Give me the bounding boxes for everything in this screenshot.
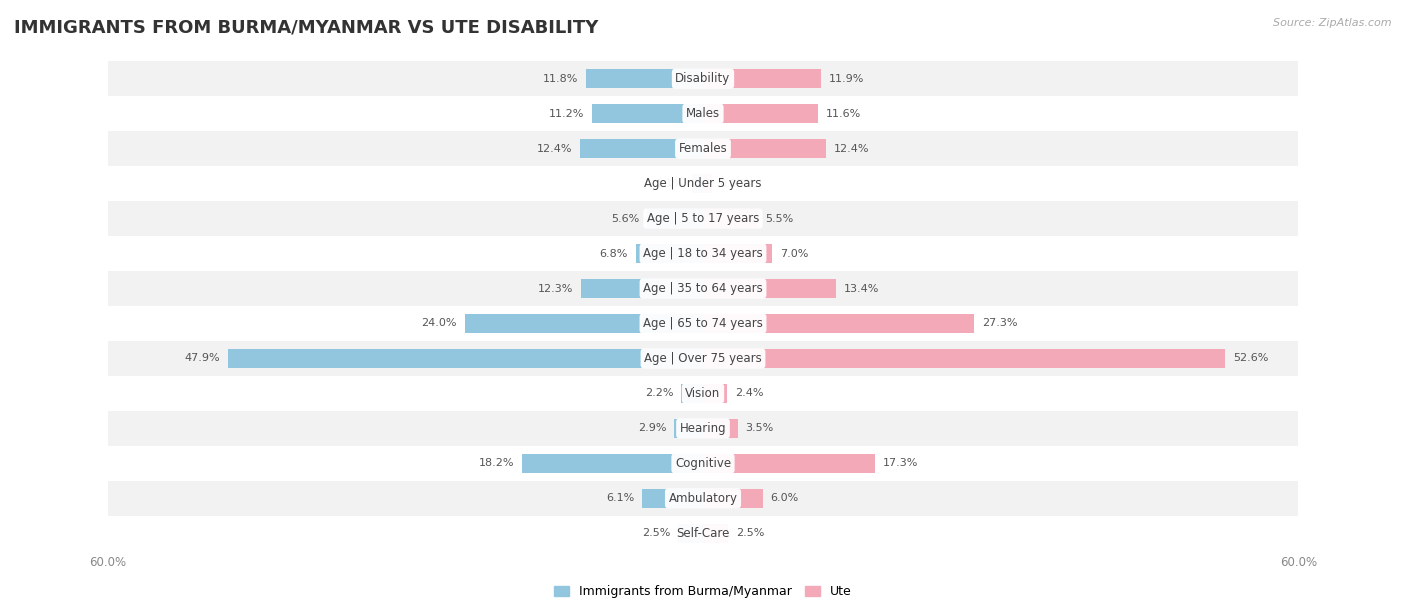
Text: Age | 35 to 64 years: Age | 35 to 64 years [643, 282, 763, 295]
Bar [681, 384, 703, 403]
Bar [675, 419, 703, 438]
Text: 6.1%: 6.1% [606, 493, 634, 503]
Bar [703, 489, 762, 508]
Bar [703, 314, 974, 333]
Text: Age | 65 to 74 years: Age | 65 to 74 years [643, 317, 763, 330]
Text: 5.6%: 5.6% [612, 214, 640, 223]
Bar [592, 104, 703, 123]
Text: 2.5%: 2.5% [643, 528, 671, 539]
Text: 6.0%: 6.0% [770, 493, 799, 503]
Text: 2.5%: 2.5% [735, 528, 763, 539]
Bar [636, 244, 703, 263]
Bar [107, 376, 1299, 411]
Bar [703, 453, 875, 473]
Text: Males: Males [686, 107, 720, 120]
Bar [703, 104, 818, 123]
Text: Self-Care: Self-Care [676, 527, 730, 540]
Text: IMMIGRANTS FROM BURMA/MYANMAR VS UTE DISABILITY: IMMIGRANTS FROM BURMA/MYANMAR VS UTE DIS… [14, 18, 599, 36]
Text: Hearing: Hearing [679, 422, 727, 435]
Text: 12.4%: 12.4% [537, 144, 572, 154]
Text: 11.9%: 11.9% [830, 73, 865, 84]
Text: Age | Over 75 years: Age | Over 75 years [644, 352, 762, 365]
Bar [703, 384, 727, 403]
Bar [692, 174, 703, 193]
Bar [107, 341, 1299, 376]
Bar [703, 69, 821, 88]
Text: 12.3%: 12.3% [537, 283, 574, 294]
Text: 7.0%: 7.0% [780, 248, 808, 258]
Text: 13.4%: 13.4% [844, 283, 879, 294]
Bar [579, 139, 703, 159]
Text: 12.4%: 12.4% [834, 144, 869, 154]
Bar [647, 209, 703, 228]
Text: Cognitive: Cognitive [675, 457, 731, 470]
Text: Age | 18 to 34 years: Age | 18 to 34 years [643, 247, 763, 260]
Text: 2.4%: 2.4% [735, 389, 763, 398]
Text: 6.8%: 6.8% [599, 248, 627, 258]
Text: Ambulatory: Ambulatory [668, 492, 738, 505]
Bar [703, 349, 1225, 368]
Bar [703, 139, 827, 159]
Bar [107, 306, 1299, 341]
Bar [586, 69, 703, 88]
Bar [107, 201, 1299, 236]
Text: 1.1%: 1.1% [655, 179, 685, 188]
Text: Vision: Vision [685, 387, 721, 400]
Text: 3.5%: 3.5% [745, 424, 773, 433]
Bar [643, 489, 703, 508]
Text: 11.2%: 11.2% [548, 109, 583, 119]
Bar [228, 349, 703, 368]
Legend: Immigrants from Burma/Myanmar, Ute: Immigrants from Burma/Myanmar, Ute [550, 580, 856, 603]
Text: 47.9%: 47.9% [184, 354, 219, 364]
Text: 2.2%: 2.2% [645, 389, 673, 398]
Text: 17.3%: 17.3% [883, 458, 918, 468]
Bar [581, 279, 703, 298]
Text: Disability: Disability [675, 72, 731, 85]
Bar [107, 271, 1299, 306]
Text: 11.8%: 11.8% [543, 73, 578, 84]
Bar [107, 96, 1299, 131]
Bar [107, 131, 1299, 166]
Text: 24.0%: 24.0% [422, 318, 457, 329]
Bar [107, 446, 1299, 481]
Bar [703, 419, 738, 438]
Text: Source: ZipAtlas.com: Source: ZipAtlas.com [1274, 18, 1392, 28]
Bar [107, 516, 1299, 551]
Text: Females: Females [679, 142, 727, 155]
Text: 0.86%: 0.86% [720, 179, 755, 188]
Bar [703, 244, 772, 263]
Text: Age | 5 to 17 years: Age | 5 to 17 years [647, 212, 759, 225]
Bar [703, 524, 728, 543]
Bar [107, 61, 1299, 96]
Text: 27.3%: 27.3% [981, 318, 1018, 329]
Bar [523, 453, 703, 473]
Bar [107, 411, 1299, 446]
Bar [107, 166, 1299, 201]
Text: 52.6%: 52.6% [1233, 354, 1268, 364]
Bar [703, 279, 837, 298]
Text: 2.9%: 2.9% [638, 424, 666, 433]
Bar [107, 236, 1299, 271]
Text: 11.6%: 11.6% [827, 109, 862, 119]
Bar [703, 174, 711, 193]
Text: 5.5%: 5.5% [765, 214, 794, 223]
Bar [678, 524, 703, 543]
Text: 18.2%: 18.2% [479, 458, 515, 468]
Bar [465, 314, 703, 333]
Bar [107, 481, 1299, 516]
Text: Age | Under 5 years: Age | Under 5 years [644, 177, 762, 190]
Bar [703, 209, 758, 228]
